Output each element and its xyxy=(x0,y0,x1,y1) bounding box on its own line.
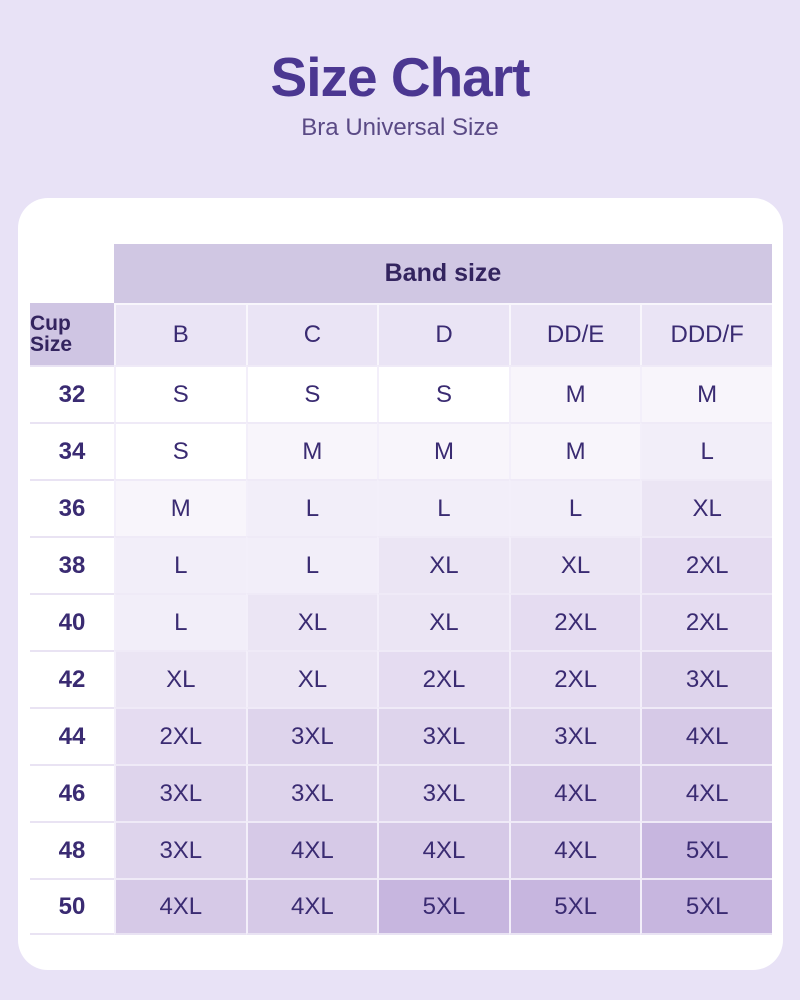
cup-size-label-40: 40 xyxy=(30,593,114,650)
column-header-dd-e: DD/E xyxy=(508,303,641,365)
column-header-ddd-f: DDD/F xyxy=(640,303,772,365)
page-subtitle: Bra Universal Size xyxy=(301,114,499,141)
size-cell-40-ddd-f: 2XL xyxy=(640,593,772,650)
size-cell-34-d: M xyxy=(377,422,509,479)
size-cell-46-b: 3XL xyxy=(114,764,246,821)
cup-size-label-50: 50 xyxy=(30,878,114,935)
size-cell-48-d: 4XL xyxy=(377,821,509,878)
size-cell-48-b: 3XL xyxy=(114,821,246,878)
size-cell-50-d: 5XL xyxy=(377,878,509,935)
size-cell-40-c: XL xyxy=(245,593,378,650)
cup-size-label-32: 32 xyxy=(30,365,114,422)
size-cell-34-b: S xyxy=(114,422,246,479)
size-chart-card: Band size Cup Size B C D DD/E DDD/F 32 S S S M M 34… xyxy=(18,198,783,970)
size-cell-34-ddd-f: L xyxy=(640,422,772,479)
size-cell-32-dd-e: M xyxy=(508,365,641,422)
size-cell-36-b: M xyxy=(114,479,246,536)
size-cell-44-c: 3XL xyxy=(245,707,378,764)
size-cell-42-dd-e: 2XL xyxy=(508,650,641,707)
size-cell-46-c: 3XL xyxy=(245,764,378,821)
size-cell-32-c: S xyxy=(245,365,378,422)
size-cell-48-c: 4XL xyxy=(245,821,378,878)
size-cell-32-ddd-f: M xyxy=(640,365,772,422)
cup-size-label-48: 48 xyxy=(30,821,114,878)
cup-size-header: Cup Size xyxy=(30,303,114,365)
page-title: Size Chart xyxy=(270,46,531,108)
size-cell-46-ddd-f: 4XL xyxy=(640,764,772,821)
size-cell-34-dd-e: M xyxy=(508,422,641,479)
size-cell-38-c: L xyxy=(245,536,378,593)
size-cell-36-dd-e: L xyxy=(508,479,641,536)
cup-size-label-44: 44 xyxy=(30,707,114,764)
cup-size-label-36: 36 xyxy=(30,479,114,536)
size-cell-44-d: 3XL xyxy=(377,707,509,764)
size-cell-38-ddd-f: 2XL xyxy=(640,536,772,593)
band-size-header: Band size xyxy=(114,244,772,303)
cup-size-label-34: 34 xyxy=(30,422,114,479)
size-cell-32-d: S xyxy=(377,365,509,422)
size-cell-48-ddd-f: 5XL xyxy=(640,821,772,878)
size-table: Band size Cup Size B C D DD/E DDD/F 32 S S S M M 34… xyxy=(30,244,772,935)
size-cell-40-dd-e: 2XL xyxy=(508,593,641,650)
size-cell-42-b: XL xyxy=(114,650,246,707)
size-cell-44-b: 2XL xyxy=(114,707,246,764)
size-cell-32-b: S xyxy=(114,365,246,422)
size-cell-38-b: L xyxy=(114,536,246,593)
cup-size-label-46: 46 xyxy=(30,764,114,821)
size-cell-34-c: M xyxy=(245,422,378,479)
size-cell-50-dd-e: 5XL xyxy=(508,878,641,935)
size-cell-36-d: L xyxy=(377,479,509,536)
size-cell-48-dd-e: 4XL xyxy=(508,821,641,878)
column-header-b: B xyxy=(114,303,246,365)
cup-size-label-42: 42 xyxy=(30,650,114,707)
size-cell-46-dd-e: 4XL xyxy=(508,764,641,821)
size-cell-40-b: L xyxy=(114,593,246,650)
size-cell-42-c: XL xyxy=(245,650,378,707)
size-cell-42-ddd-f: 3XL xyxy=(640,650,772,707)
size-cell-36-c: L xyxy=(245,479,378,536)
cup-size-label-38: 38 xyxy=(30,536,114,593)
size-cell-42-d: 2XL xyxy=(377,650,509,707)
column-header-d: D xyxy=(377,303,509,365)
corner-spacer xyxy=(30,244,114,303)
size-cell-50-c: 4XL xyxy=(245,878,378,935)
size-cell-36-ddd-f: XL xyxy=(640,479,772,536)
size-cell-50-b: 4XL xyxy=(114,878,246,935)
column-header-c: C xyxy=(245,303,378,365)
size-cell-38-d: XL xyxy=(377,536,509,593)
size-cell-44-ddd-f: 4XL xyxy=(640,707,772,764)
size-cell-40-d: XL xyxy=(377,593,509,650)
size-cell-46-d: 3XL xyxy=(377,764,509,821)
size-cell-38-dd-e: XL xyxy=(508,536,641,593)
size-cell-50-ddd-f: 5XL xyxy=(640,878,772,935)
size-cell-44-dd-e: 3XL xyxy=(508,707,641,764)
